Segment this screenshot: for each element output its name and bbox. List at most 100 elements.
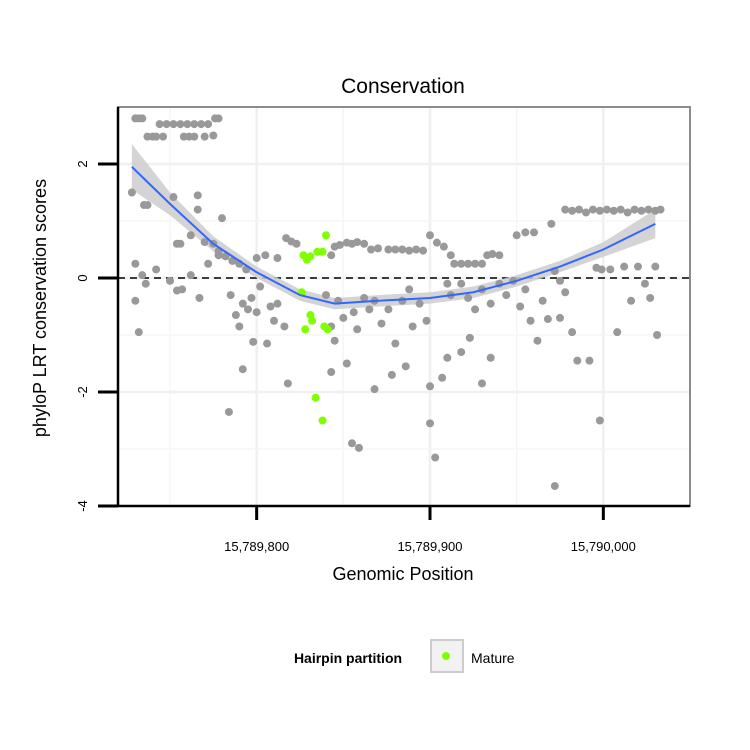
data-point — [263, 339, 272, 348]
data-point — [244, 305, 252, 314]
legend: Hairpin partition Mature — [294, 639, 515, 673]
data-point — [186, 271, 195, 280]
data-point — [516, 302, 525, 311]
data-point — [200, 132, 209, 141]
data-point — [134, 328, 143, 337]
x-axis: 15,789,800 15,789,900 15,790,000 — [118, 504, 690, 554]
data-point — [556, 313, 564, 322]
data-point-mature — [306, 252, 315, 261]
data-point — [464, 293, 473, 302]
data-point — [471, 305, 480, 314]
data-point — [405, 285, 414, 294]
data-point — [439, 242, 448, 251]
data-point — [342, 359, 351, 368]
data-point — [273, 254, 282, 263]
data-point — [387, 370, 396, 379]
data-point — [131, 259, 140, 268]
data-point — [190, 132, 199, 141]
x-tick-label: 15,789,900 — [397, 539, 462, 554]
data-point — [367, 245, 376, 254]
data-point — [443, 279, 452, 288]
data-point — [249, 337, 258, 346]
data-point — [623, 208, 632, 217]
data-point — [488, 250, 497, 259]
data-point — [176, 239, 185, 248]
data-point — [252, 254, 261, 263]
data-point — [606, 265, 615, 274]
data-point — [471, 259, 480, 268]
data-point — [547, 219, 556, 228]
data-point — [261, 251, 270, 260]
data-point — [360, 293, 369, 302]
data-point — [322, 291, 330, 300]
data-point — [653, 331, 662, 339]
data-point — [627, 296, 636, 305]
x-tick-label: 15,789,800 — [224, 539, 289, 554]
data-point — [353, 325, 362, 334]
data-point — [176, 120, 185, 129]
data-point — [183, 120, 192, 129]
data-point — [620, 262, 629, 271]
y-tick-label: -4 — [75, 500, 90, 512]
data-point — [354, 443, 363, 452]
data-point — [384, 245, 393, 254]
data-point — [327, 251, 336, 260]
data-point — [656, 205, 665, 214]
data-point — [221, 252, 230, 261]
plot-panel — [117, 106, 691, 507]
data-point — [405, 246, 414, 255]
data-point — [214, 114, 223, 123]
data-point — [228, 256, 237, 265]
data-point — [195, 293, 204, 302]
data-point — [595, 206, 604, 215]
data-point — [568, 328, 577, 337]
data-point — [568, 206, 577, 215]
data-point — [391, 245, 400, 254]
data-point — [595, 416, 604, 425]
data-point — [422, 316, 431, 325]
data-point — [401, 362, 410, 371]
y-axis: 2 0 -2 -4 — [75, 107, 120, 512]
data-point — [419, 246, 428, 255]
data-point — [561, 288, 570, 297]
data-point — [457, 348, 466, 357]
data-point — [637, 206, 646, 215]
data-point — [582, 208, 590, 217]
data-point — [521, 285, 530, 294]
data-point — [432, 238, 441, 247]
data-point — [465, 333, 474, 342]
data-point-mature — [311, 393, 320, 402]
data-point — [431, 453, 440, 462]
data-point — [143, 201, 152, 210]
data-point — [256, 282, 265, 291]
legend-key-mature — [442, 652, 450, 660]
data-point — [235, 322, 244, 331]
data-point — [415, 299, 424, 308]
data-point — [252, 308, 261, 317]
data-point — [231, 311, 240, 320]
data-point — [374, 244, 382, 253]
data-point — [457, 279, 466, 288]
data-point — [426, 382, 434, 391]
x-tick-label: 15,790,000 — [571, 539, 636, 554]
data-point — [526, 316, 535, 325]
data-point-mature — [322, 231, 330, 240]
data-point — [214, 251, 223, 260]
data-point — [616, 205, 625, 214]
x-axis-label: Genomic Position — [332, 564, 473, 584]
data-point-mature — [318, 247, 327, 256]
data-point — [602, 205, 611, 214]
data-point — [450, 259, 459, 268]
data-point — [486, 299, 495, 308]
data-point — [365, 305, 374, 314]
data-point — [613, 328, 622, 337]
y-tick-label: -2 — [75, 386, 90, 398]
data-point — [169, 193, 178, 202]
data-point — [155, 120, 164, 129]
data-point — [360, 239, 369, 248]
data-point — [426, 419, 434, 428]
data-point — [486, 353, 495, 362]
data-point — [266, 302, 275, 311]
data-point — [138, 271, 147, 280]
data-point — [193, 191, 202, 200]
